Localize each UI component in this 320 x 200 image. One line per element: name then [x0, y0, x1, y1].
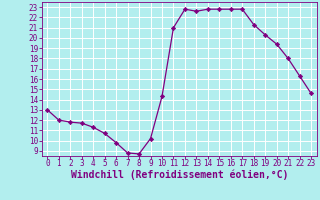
X-axis label: Windchill (Refroidissement éolien,°C): Windchill (Refroidissement éolien,°C) — [70, 170, 288, 180]
